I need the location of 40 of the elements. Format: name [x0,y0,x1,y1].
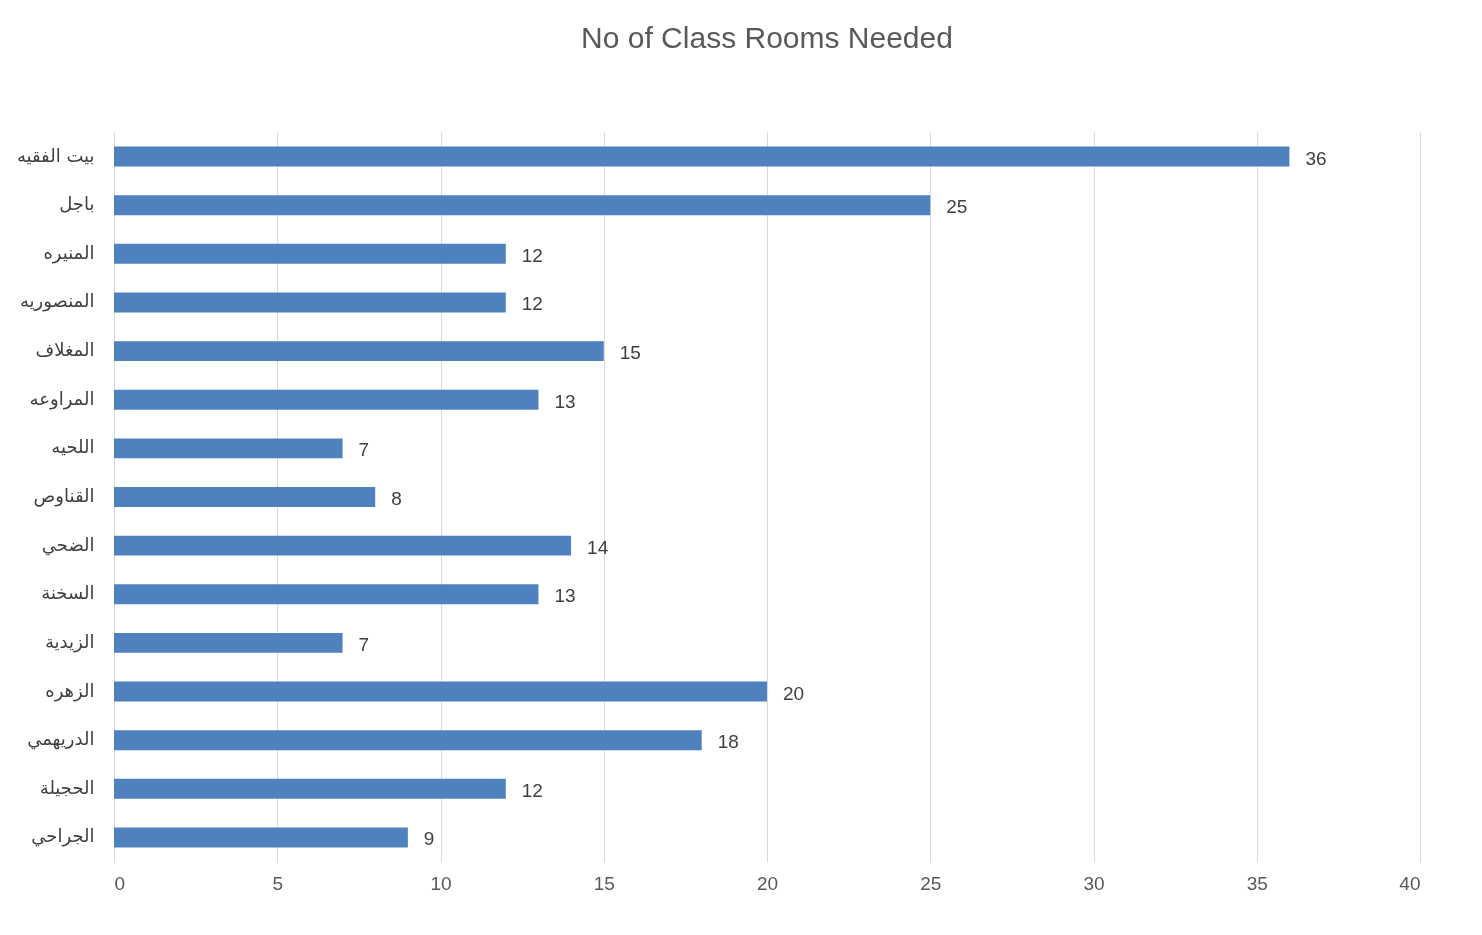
data-label: 13 [554,390,576,412]
chart-title: No of Class Rooms Needed [581,21,953,54]
x-tick-label: 30 [1083,872,1105,894]
data-label: 15 [619,342,641,364]
x-tick-label: 25 [920,872,942,894]
y-tick-label: بيت الفقيه [16,144,95,166]
data-label: 7 [358,439,370,461]
y-tick-label: المغلاف [35,339,95,361]
y-tick-label: السخنة [41,582,95,604]
y-tick-label: الجراحي [31,825,95,848]
data-label: 12 [521,779,543,801]
data-label: 14 [587,536,609,558]
y-tick-label: الزيدية [44,630,95,653]
data-label: 8 [391,488,402,509]
y-tick-label: الحجيلة [39,776,95,798]
data-label: 12 [521,293,543,315]
x-tick-label: 0 [114,872,126,894]
y-tick-label: باجل [59,193,95,215]
x-tick-label: 20 [756,872,779,894]
data-label: 9 [423,828,435,850]
data-label: 12 [521,244,543,266]
x-tick-label: 35 [1246,872,1268,894]
data-label: 36 [1305,147,1327,169]
y-tick-label: الزهره [45,679,95,702]
y-tick-label: المراوعه [29,387,95,410]
data-label: 25 [946,196,968,218]
y-tick-label: الضحي [41,533,95,556]
y-tick-label: المنصوريه [19,290,95,313]
data-label: 13 [554,585,576,607]
x-tick-label: 15 [593,872,615,894]
x-tick-label: 10 [430,872,452,894]
y-tick-label: الدريهمي [27,728,95,751]
x-tick-label: 5 [272,872,284,894]
data-label: 18 [717,731,739,753]
data-label: 20 [783,682,805,704]
y-tick-label: اللحيه [51,436,95,458]
y-tick-label: القناوص [33,485,95,507]
y-tick-label: المنيره [43,241,95,264]
data-label: 7 [358,633,370,655]
x-tick-label: 40 [1399,872,1421,894]
